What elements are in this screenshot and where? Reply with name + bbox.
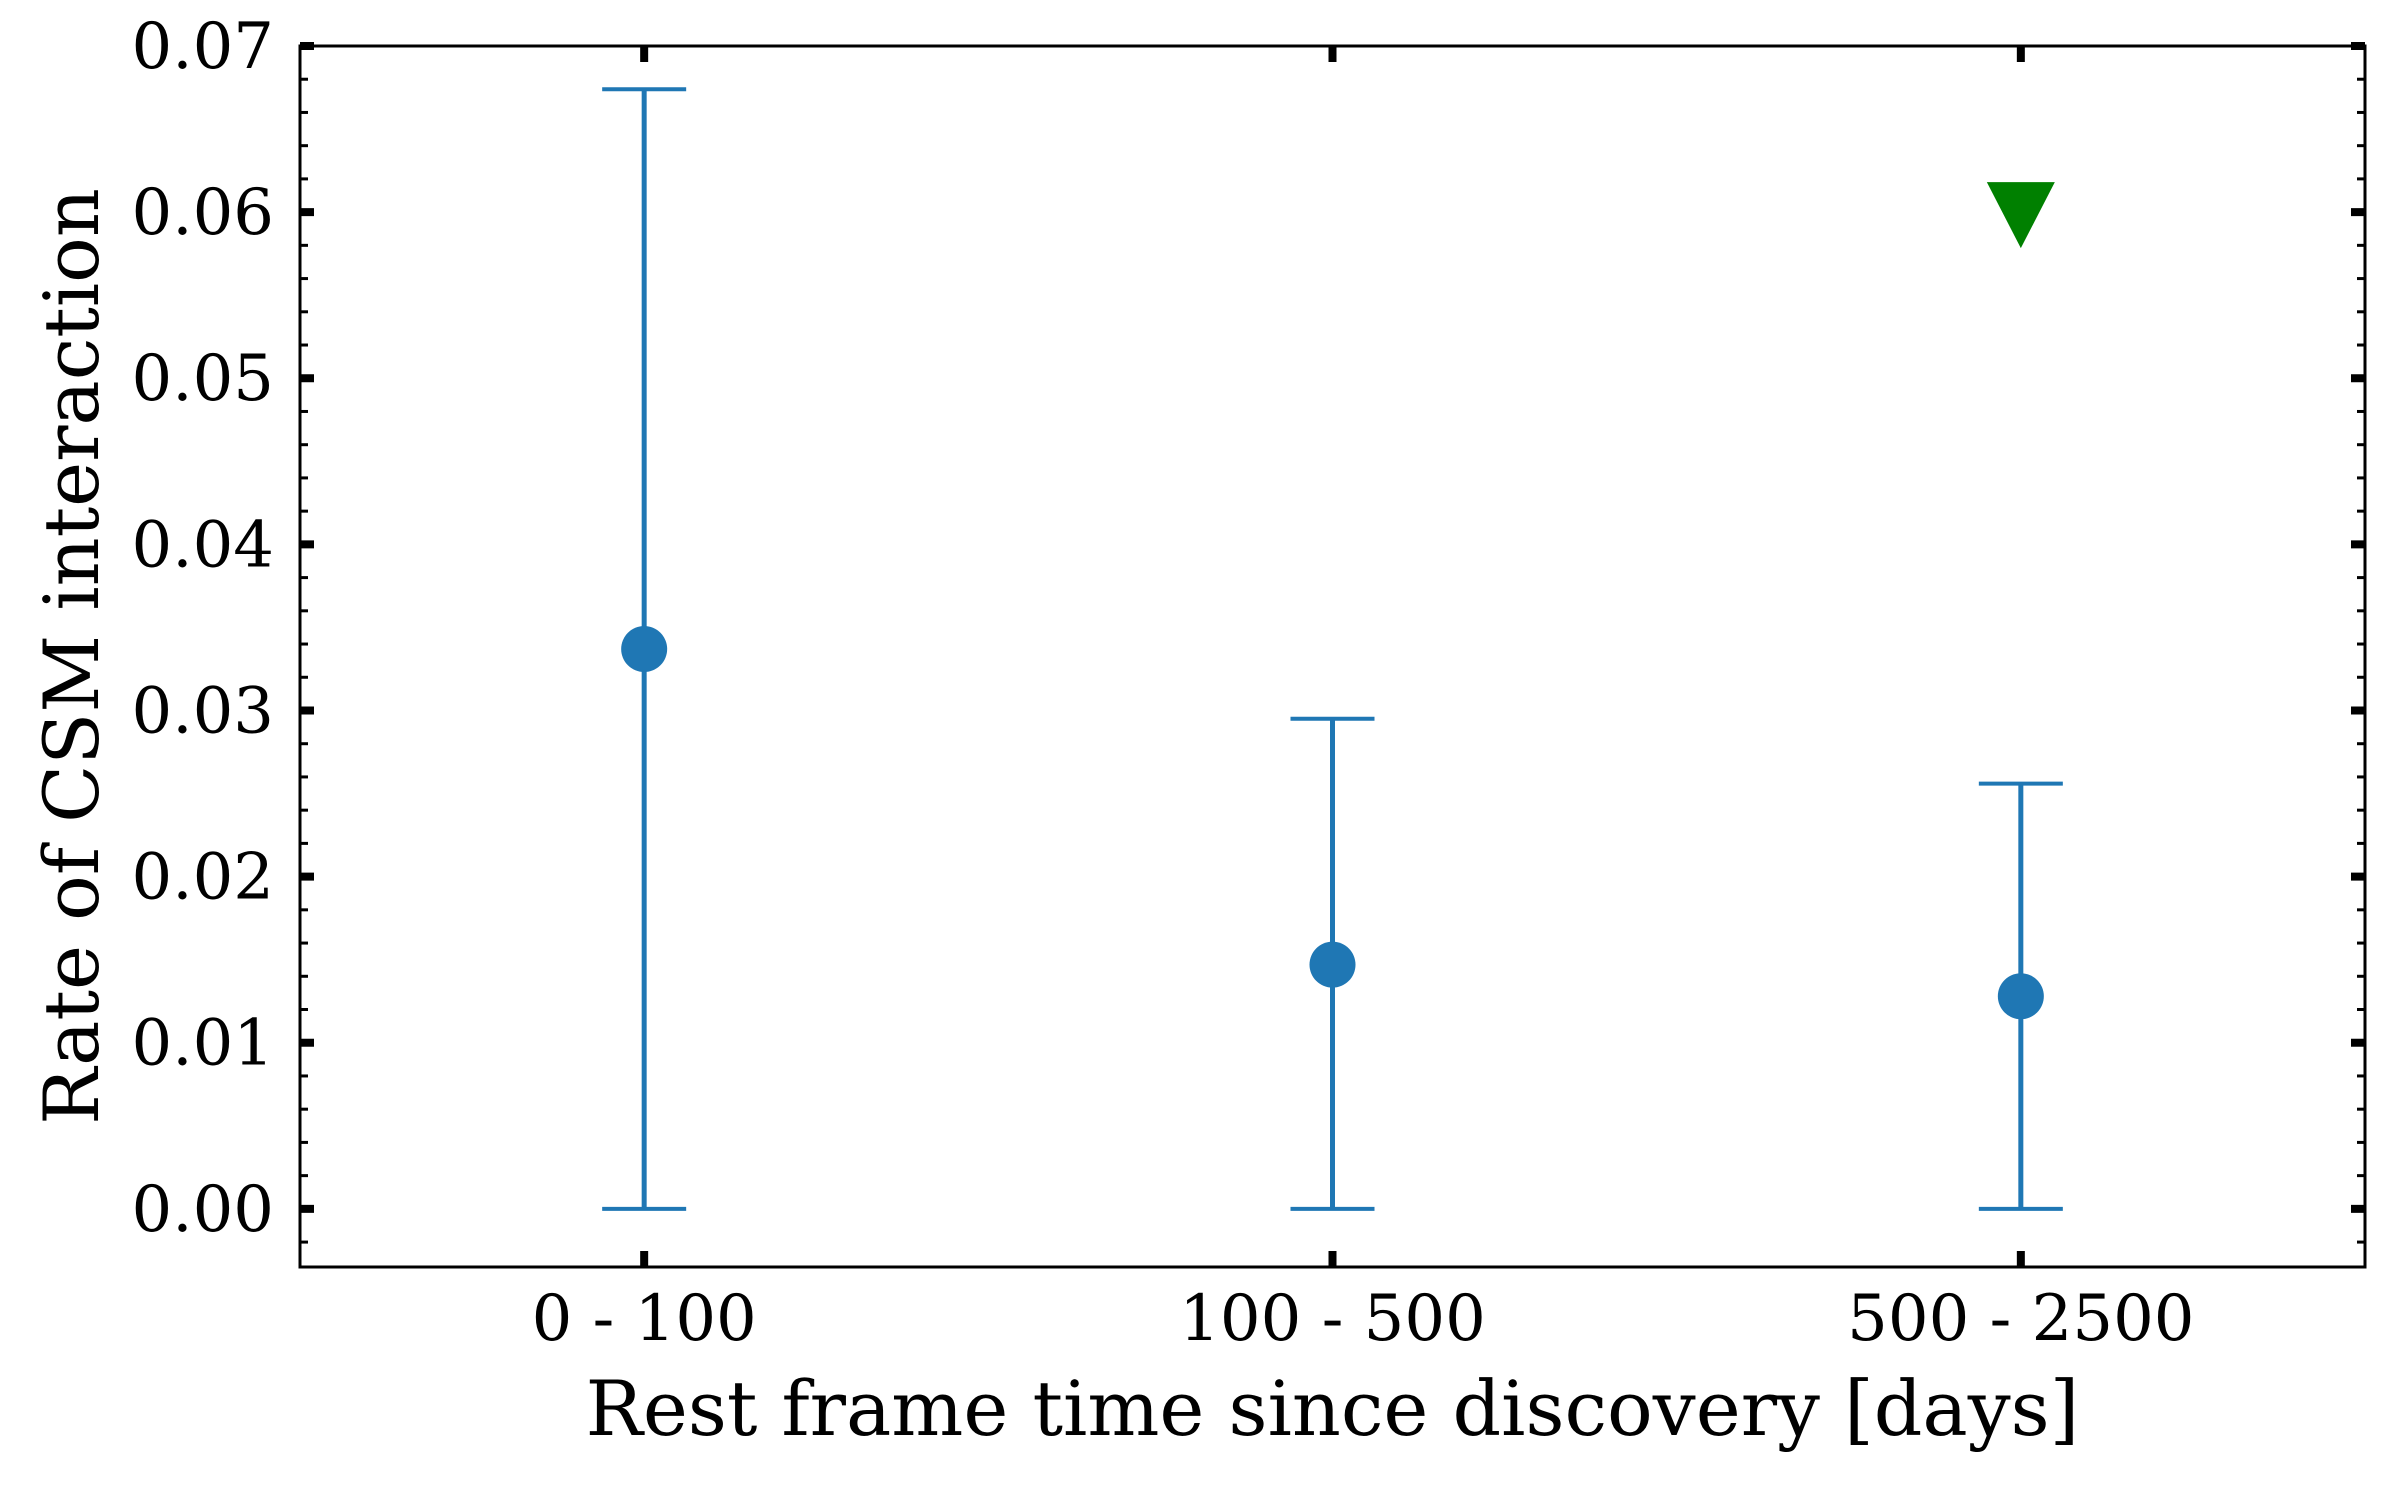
y-tick-label: 0.00: [132, 1173, 275, 1247]
y-tick-label: 0.02: [132, 841, 275, 915]
markers: [621, 182, 2055, 1020]
y-tick-label: 0.01: [132, 1007, 275, 1081]
x-axis-label: Rest frame time since discovery [days]: [586, 1364, 2080, 1453]
y-tick-label: 0.03: [132, 674, 275, 748]
x-tick-label: 500 - 2500: [1847, 1282, 2194, 1356]
y-tick-label: 0.04: [132, 508, 275, 582]
upper-limit-marker: [1986, 182, 2055, 249]
y-tick-label: 0.06: [132, 176, 275, 250]
x-tick-label: 100 - 500: [1179, 1282, 1486, 1356]
data-point: [621, 626, 668, 673]
y-tick-label: 0.07: [132, 10, 275, 84]
errorbars: [602, 87, 2063, 1211]
y-tick-label: 0.05: [132, 342, 275, 416]
y-tick-labels: 0.00 0.01 0.02 0.03 0.04 0.05 0.06 0.07: [132, 10, 275, 1247]
data-point: [1997, 973, 2044, 1020]
x-tick-label: 0 - 100: [532, 1282, 757, 1356]
y-axis-label: Rate of CSM interaction: [27, 188, 116, 1125]
data-point: [1309, 941, 1356, 988]
plot-frame: [298, 44, 2367, 1269]
x-tick-labels: 0 - 100 100 - 500 500 - 2500: [532, 1282, 2195, 1356]
